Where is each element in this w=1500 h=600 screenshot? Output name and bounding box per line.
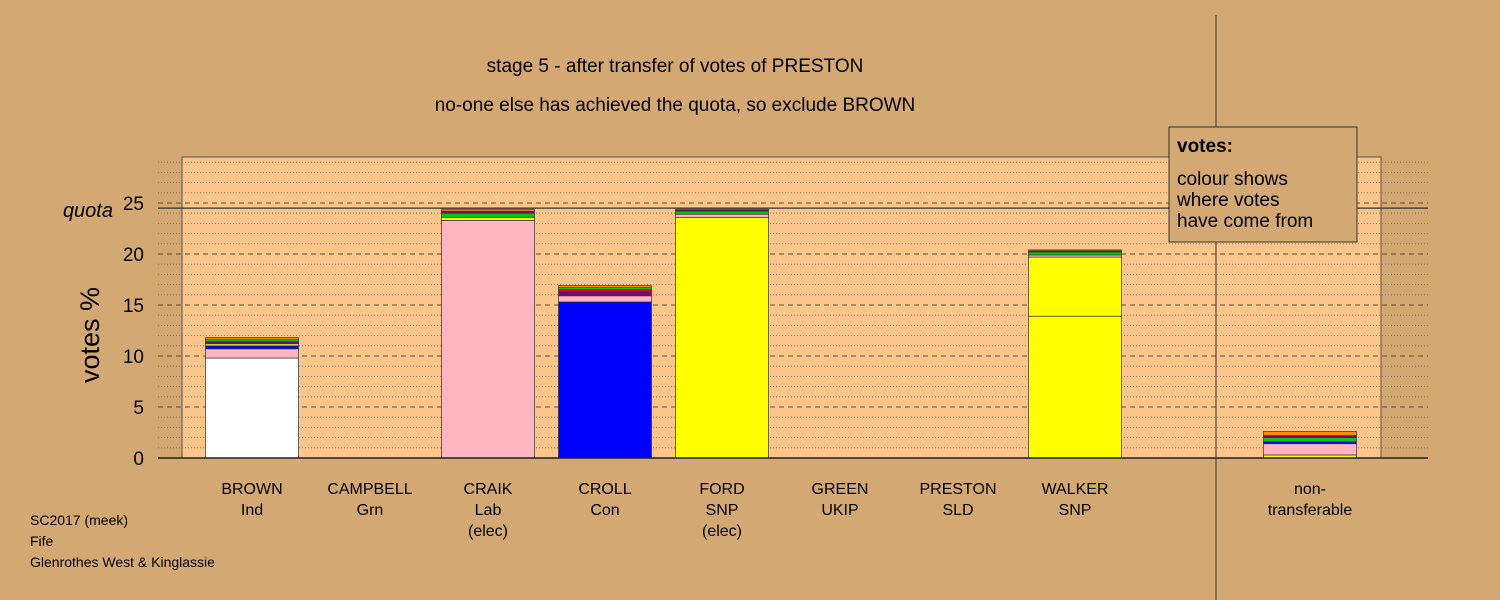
footer-line-3: Glenrothes West & Kinglassie: [30, 554, 215, 570]
chart-subtitle: no-one else has achieved the quota, so e…: [435, 95, 916, 116]
candidate-label-preston: PRESTON: [919, 481, 996, 498]
bars: [205, 208, 1357, 459]
candidate-label-craik: (elec): [468, 523, 508, 540]
legend-line-2: where votes: [1176, 190, 1279, 211]
candidate-label-ford: FORD: [699, 481, 744, 498]
bar-segment-nontransferable: [1263, 443, 1357, 456]
footer-line-2: Fife: [30, 533, 54, 549]
nontransferable-label: non-: [1294, 481, 1326, 498]
candidate-labels: BROWN Ind CAMPBELL Grn CRAIK Lab (elec) CROLL Co…: [221, 481, 1352, 540]
bar-segment-brown: [205, 345, 299, 350]
bar-segment-croll: [558, 295, 652, 303]
bar-segment-ford: [675, 210, 769, 215]
y-tick-label: 20: [123, 245, 144, 266]
legend-line-1: colour shows: [1177, 169, 1288, 190]
bar-segment-croll: [558, 285, 652, 289]
y-tick-label: 5: [133, 398, 144, 419]
candidate-label-walker: WALKER: [1042, 481, 1109, 498]
candidate-label-craik: CRAIK: [464, 481, 513, 498]
bar-segment-craik: [441, 212, 535, 218]
legend: votes: colour shows where votes have com…: [1168, 126, 1358, 243]
bar-segment-walker: [1028, 256, 1122, 317]
candidate-label-croll: Con: [590, 502, 619, 519]
y-tick-label: 15: [123, 296, 144, 317]
bar-segment-craik: [441, 208, 535, 212]
candidate-label-ford: (elec): [702, 523, 742, 540]
y-tick-label: 0: [133, 449, 144, 470]
candidate-label-walker: SNP: [1059, 502, 1092, 519]
bar-segment-croll: [558, 291, 652, 297]
bar-segment-craik: [441, 219, 535, 459]
candidate-label-craik: Lab: [475, 502, 502, 519]
quota-label: quota: [63, 200, 113, 222]
legend-line-3: have come from: [1177, 211, 1313, 232]
legend-title: votes:: [1177, 136, 1233, 157]
footer-line-1: SC2017 (meek): [30, 512, 128, 528]
candidate-label-ford: SNP: [706, 502, 739, 519]
candidate-label-brown: Ind: [241, 502, 263, 519]
y-axis-label: votes %: [75, 287, 105, 383]
bar-segment-ford: [675, 213, 769, 218]
candidate-label-campbell: CAMPBELL: [327, 481, 412, 498]
bar-segment-brown: [205, 357, 299, 459]
candidate-label-green: UKIP: [821, 502, 858, 519]
bar-segment-walker: [1028, 315, 1122, 459]
y-tick-label: 25: [123, 194, 144, 215]
bar-segment-walker: [1028, 249, 1122, 252]
candidate-label-preston: SLD: [942, 502, 973, 519]
candidate-label-green: GREEN: [812, 481, 869, 498]
chart-title: stage 5 - after transfer of votes of PRE…: [487, 56, 864, 77]
candidate-label-croll: CROLL: [578, 481, 631, 498]
candidate-label-campbell: Grn: [357, 502, 384, 519]
candidate-label-brown: BROWN: [221, 481, 282, 498]
bar-segment-nontransferable: [1263, 431, 1357, 436]
bar-segment-nontransferable: [1263, 437, 1357, 443]
bar-segment-brown: [205, 348, 299, 359]
bar-segment-ford: [675, 216, 769, 459]
bar-segment-ford: [675, 208, 769, 211]
legend-box: [1168, 126, 1358, 243]
bar-segment-walker: [1028, 251, 1122, 256]
nontransferable-label: transferable: [1268, 502, 1353, 519]
bar-segment-croll: [558, 301, 652, 459]
y-tick-label: 10: [123, 347, 144, 368]
bar-segment-brown: [205, 337, 299, 341]
bar-segment-craik: [441, 216, 535, 221]
